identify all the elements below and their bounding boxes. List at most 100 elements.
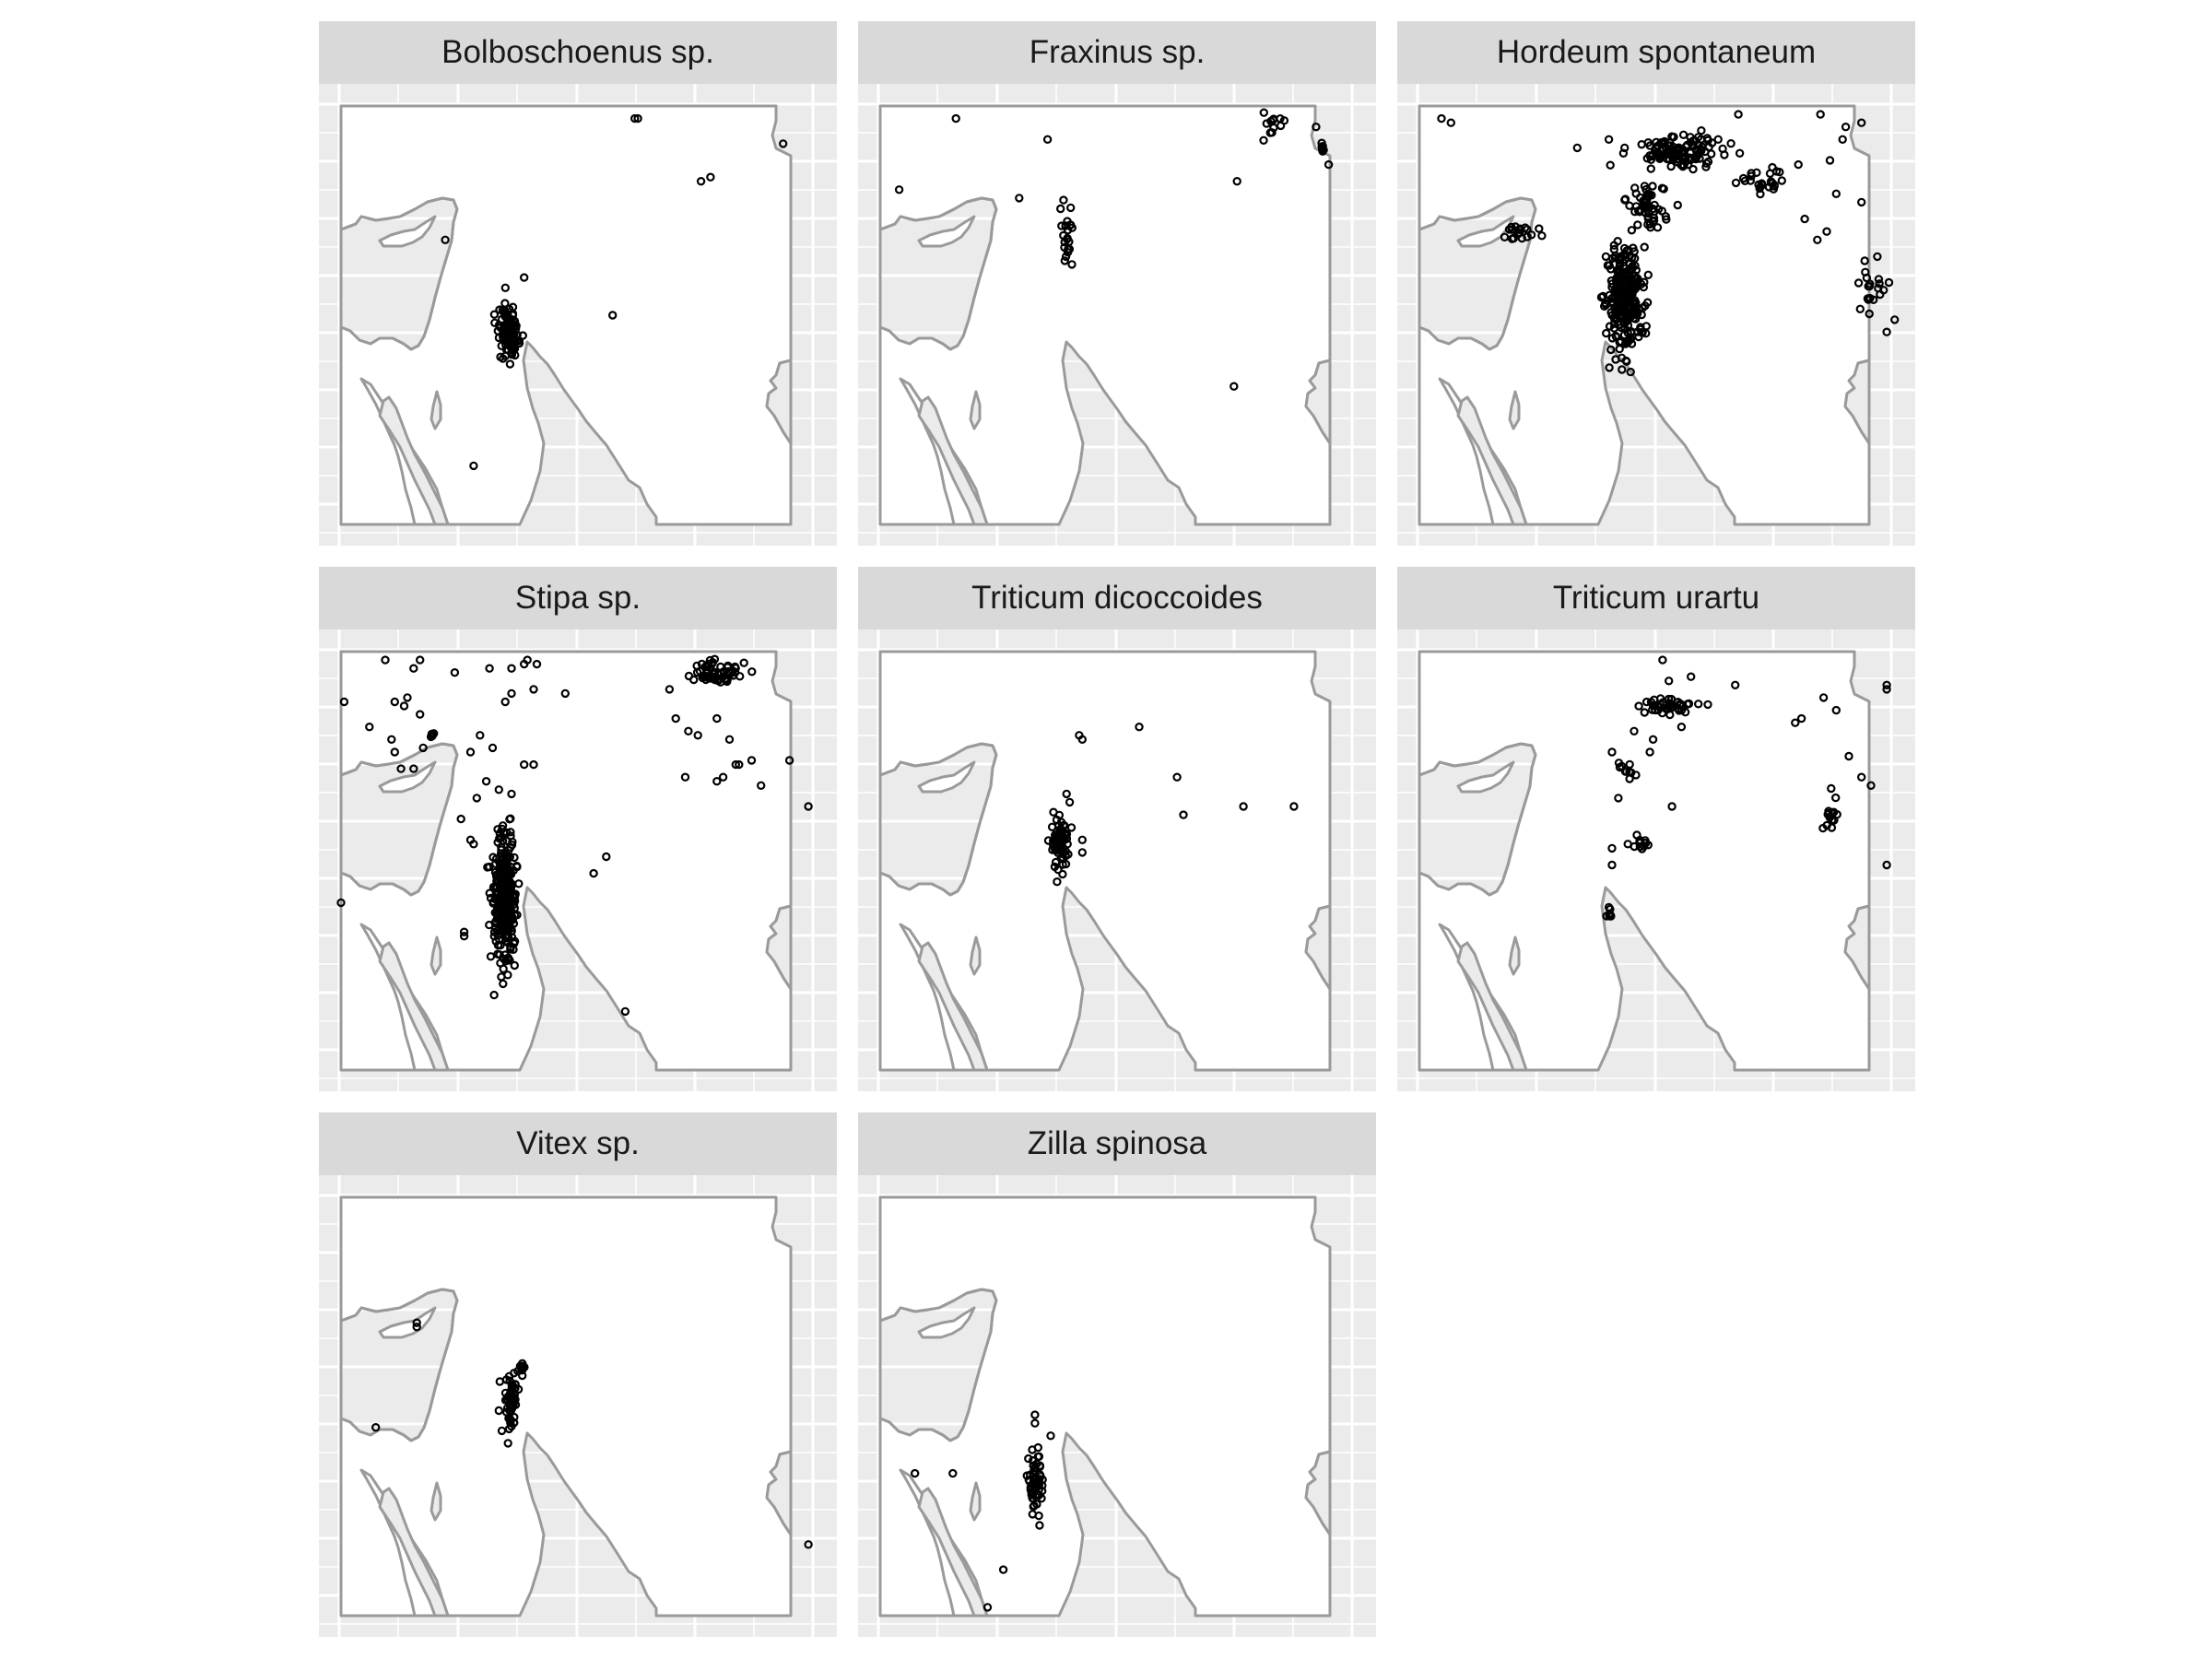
occurrence-point: [508, 837, 517, 847]
occurrence-point: [1777, 176, 1786, 185]
occurrence-point: [336, 898, 346, 908]
occurrence-point: [519, 273, 529, 282]
occurrence-point: [948, 1468, 958, 1478]
map-panel: [319, 84, 837, 546]
occurrence-point: [1061, 859, 1071, 869]
occurrence-point: [1616, 253, 1625, 264]
occurrence-point: [1628, 262, 1637, 271]
occurrence-point: [1882, 685, 1891, 694]
occurrence-point: [509, 1418, 519, 1428]
occurrence-points: [911, 1410, 1055, 1612]
occurrence-point: [510, 853, 519, 863]
occurrence-point: [503, 955, 512, 964]
facet-panel: Fraxinus sp.: [858, 21, 1376, 546]
occurrence-point: [1623, 840, 1632, 849]
occurrence-point: [1747, 169, 1756, 178]
occurrence-point: [1702, 134, 1712, 143]
cyprus-island: [378, 215, 437, 248]
occurrence-point: [696, 176, 706, 186]
occurrence-point: [1687, 672, 1696, 681]
gulf-of-aqaba: [429, 390, 442, 430]
occurrence-point: [1734, 110, 1743, 119]
occurrence-point: [495, 833, 504, 843]
occurrence-point: [1646, 698, 1656, 707]
occurrence-point: [399, 701, 409, 711]
occurrence-point: [665, 685, 675, 694]
occurrence-point: [1677, 705, 1687, 715]
occurrence-point: [1631, 282, 1641, 292]
occurrence-point: [680, 772, 690, 782]
occurrence-point: [1606, 160, 1615, 170]
occurrence-point: [1265, 128, 1275, 137]
occurrence-point: [529, 685, 538, 694]
occurrence-point: [1752, 168, 1761, 178]
occurrence-point: [1626, 335, 1636, 344]
occurrence-point: [499, 964, 508, 973]
occurrence-point: [1853, 278, 1864, 288]
occurrence-point: [1825, 156, 1835, 165]
occurrence-point: [602, 852, 611, 862]
occurrence-point: [1047, 822, 1057, 831]
occurrence-point: [1713, 135, 1723, 145]
occurrence-point: [706, 172, 715, 182]
gulf-of-aqaba: [1508, 390, 1521, 430]
facet-panel: Bolboschoenus sp.: [319, 21, 837, 546]
occurrence-point: [982, 1603, 993, 1612]
occurrence-point: [488, 743, 498, 753]
occurrence-point: [1640, 708, 1649, 717]
occurrence-point: [1042, 135, 1053, 145]
facet-strip-label: Bolboschoenus sp.: [319, 21, 837, 84]
occurrence-point: [505, 885, 514, 894]
occurrence-point: [1059, 195, 1068, 205]
occurrence-point: [506, 814, 515, 823]
occurrence-point: [1605, 322, 1615, 331]
occurrence-point: [1030, 1418, 1040, 1428]
map-svg: [1397, 629, 1915, 1091]
occurrence-point: [1067, 260, 1077, 269]
facet-strip-label: Stipa sp.: [319, 567, 837, 629]
facet-panel: Stipa sp.: [319, 567, 837, 1091]
occurrence-point: [1653, 141, 1663, 151]
occurrence-point: [1317, 144, 1327, 154]
occurrence-point: [779, 139, 788, 148]
occurrence-point: [1024, 1453, 1033, 1464]
red-sea: [917, 395, 989, 526]
occurrence-point: [496, 901, 506, 912]
occurrence-point: [409, 664, 418, 673]
mediterranean-coastline: [339, 196, 459, 351]
occurrence-point: [1688, 136, 1698, 146]
occurrence-point: [502, 1404, 512, 1413]
occurrence-point: [1619, 291, 1630, 300]
occurrence-point: [589, 868, 598, 878]
occurrence-point: [415, 655, 425, 665]
occurrence-point: [1648, 182, 1657, 191]
occurrence-point: [804, 802, 813, 811]
occurrence-point: [1661, 212, 1670, 221]
red-sea: [1456, 395, 1528, 526]
occurrence-point: [1603, 261, 1613, 270]
occurrence-point: [724, 735, 735, 745]
occurrence-point: [1616, 304, 1626, 313]
occurrence-point: [630, 113, 640, 124]
occurrence-point: [716, 668, 726, 678]
occurrence-point: [710, 674, 720, 684]
mediterranean-coastline: [878, 1288, 998, 1442]
occurrence-point: [469, 840, 478, 849]
occurrence-points: [336, 654, 813, 1017]
occurrence-point: [1641, 322, 1651, 331]
occurrence-point: [1875, 279, 1884, 288]
occurrence-point: [493, 877, 503, 886]
occurrence-point: [1660, 138, 1669, 148]
occurrence-point: [441, 235, 450, 244]
occurrence-point: [1620, 314, 1630, 324]
red-sea: [378, 941, 450, 1072]
occurrence-point: [497, 891, 506, 900]
occurrence-point: [1683, 700, 1692, 709]
map-panel: [1397, 629, 1915, 1091]
occurrence-point: [450, 668, 460, 677]
occurrence-point: [495, 305, 504, 314]
occurrence-point: [693, 731, 702, 740]
occurrence-point: [1865, 281, 1874, 291]
occurrence-point: [1657, 183, 1667, 193]
occurrence-point: [1053, 865, 1063, 875]
